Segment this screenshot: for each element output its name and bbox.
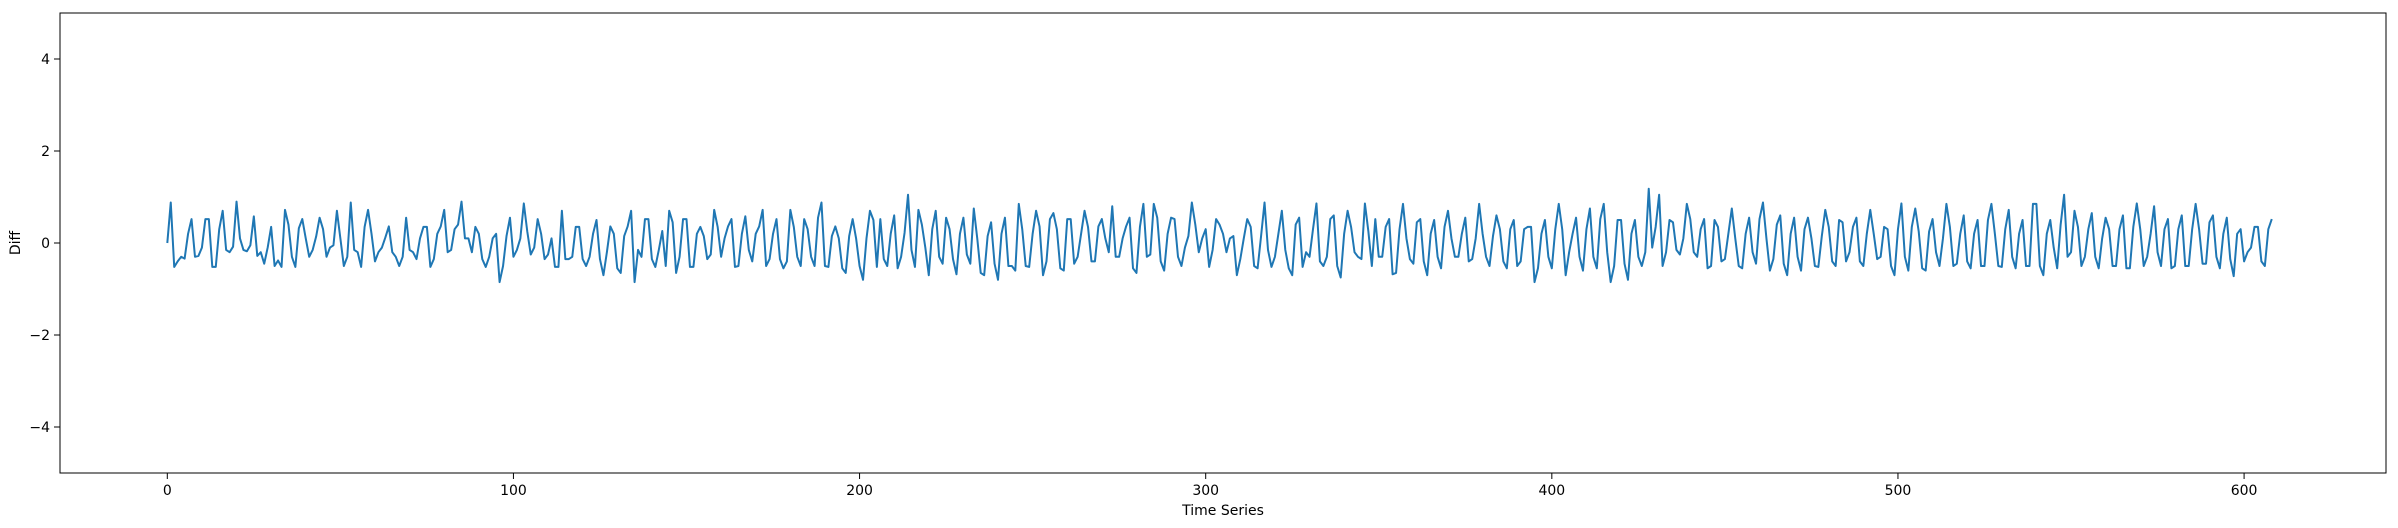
y-tick-label: −4 (29, 420, 50, 436)
x-axis-label: Time Series (1181, 503, 1264, 519)
y-axis: −4 −2 0 2 4 (29, 52, 60, 436)
y-tick-label: 2 (41, 144, 50, 160)
y-tick-label: −2 (29, 328, 50, 344)
x-tick-label: 200 (846, 483, 873, 499)
x-tick-label: 100 (500, 483, 527, 499)
y-tick-label: 4 (41, 52, 50, 68)
x-tick-label: 0 (163, 483, 172, 499)
x-tick-label: 600 (2231, 483, 2258, 499)
y-axis-label: Diff (8, 230, 24, 255)
x-tick-label: 500 (1885, 483, 1912, 499)
x-tick-label: 300 (1192, 483, 1219, 499)
x-axis: 0 100 200 300 400 500 600 (163, 473, 2258, 499)
diff-series-line (166, 187, 2273, 284)
y-tick-label: 0 (41, 236, 50, 252)
plot-area (59, 12, 2387, 474)
x-tick-label: 400 (1538, 483, 1565, 499)
